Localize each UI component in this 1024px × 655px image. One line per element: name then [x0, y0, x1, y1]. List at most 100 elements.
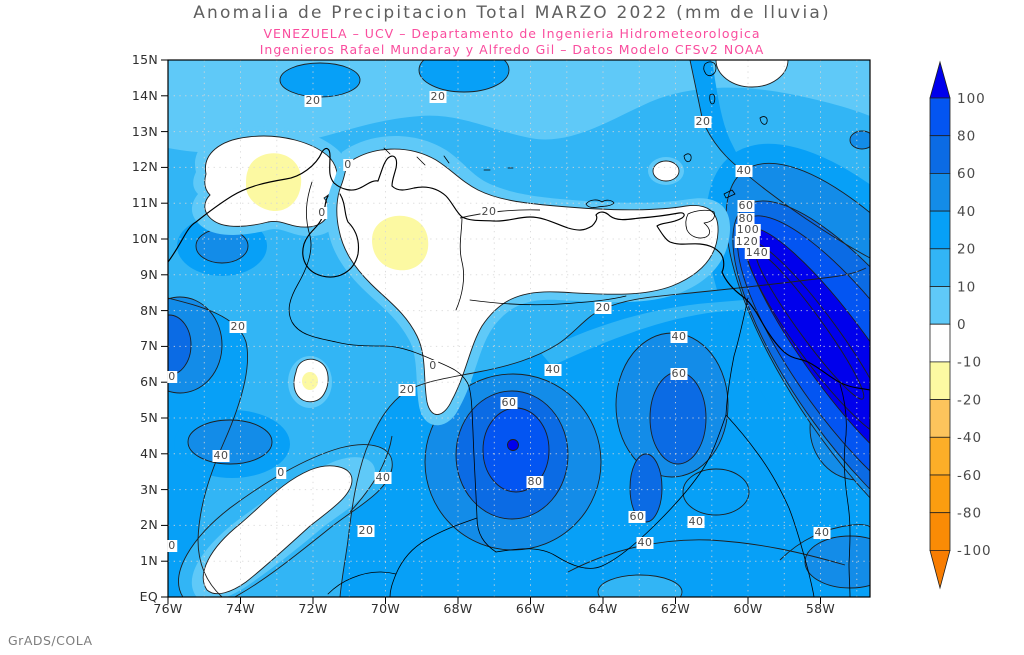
contour-label: 0: [167, 539, 177, 552]
contour-label: 40: [544, 363, 562, 376]
contour-label: 20: [229, 320, 247, 333]
island-margarita: [585, 199, 615, 208]
colorbar-segment: [929, 512, 951, 551]
lat-tick-label: 14N: [131, 87, 158, 103]
colorbar-label: -60: [957, 468, 982, 484]
colorbar-label: -10: [957, 355, 982, 371]
colorbar-segment: [929, 361, 951, 400]
island-tobago: [723, 189, 736, 199]
contour-label: 0: [428, 359, 438, 372]
lon-tick-label: 60W: [733, 601, 763, 616]
island-grenada: [683, 153, 692, 163]
contour-label: 20: [429, 90, 447, 103]
lat-tick-label: 6N: [140, 374, 158, 390]
border-colombia-venezuela: [288, 181, 497, 553]
island-barbados: [759, 116, 768, 125]
map-frame: [167, 59, 871, 598]
colorbar-label: 10: [957, 279, 976, 295]
contour-label: 0: [343, 158, 353, 171]
contour-label: 0: [167, 370, 177, 383]
contour-label: 120: [734, 235, 760, 248]
contour-label: 20: [594, 301, 612, 314]
colorbar-label: 0: [957, 317, 967, 333]
lat-tick-label: 10N: [131, 231, 158, 246]
colorbar-arrow-up: [929, 60, 951, 99]
contour-label: 40: [735, 164, 753, 177]
island-st-lucia: [709, 93, 716, 105]
island-curacao: [416, 156, 426, 166]
border-brazil-guyana: [725, 414, 815, 597]
lon-tick-label: 76W: [153, 601, 183, 616]
border-southwest: [327, 571, 397, 595]
contour-label: 60: [628, 510, 646, 523]
colorbar-segment: [929, 135, 951, 174]
contour-label: 20: [694, 115, 712, 128]
island-trinidad: [685, 209, 715, 239]
colorbar-label: -20: [957, 392, 982, 408]
contour-label: 100: [735, 223, 761, 236]
colorbar-label: 40: [957, 204, 976, 220]
contour-label: 40: [813, 526, 831, 539]
lat-tick-label: 11N: [131, 195, 158, 211]
contour-label: 60: [500, 396, 518, 409]
contour-label: 40: [374, 471, 392, 484]
colorbar-segment: [929, 399, 951, 438]
colorbar-segment: [929, 97, 951, 137]
subtitle-line1: VENEZUELA – UCV – Departamento de Ingeni…: [263, 26, 761, 41]
contour-label: 140: [744, 246, 770, 259]
colorbar-segment: [929, 436, 951, 476]
colorbar-segment: [929, 248, 951, 287]
axis-ticks: [161, 59, 821, 604]
contour-label: 0: [276, 466, 286, 479]
lon-tick-label: 70W: [370, 601, 401, 616]
colorbar-segment: [929, 210, 951, 250]
contour-label: 20: [398, 383, 416, 396]
lon-tick-label: 72W: [298, 601, 328, 616]
lat-tick-label: 1N: [140, 553, 158, 569]
contour-label: 40: [670, 330, 688, 343]
colorbar-label: -100: [957, 543, 992, 559]
colorbar-label: 60: [957, 166, 976, 182]
lat-tick-label: 9N: [140, 266, 158, 282]
border-guyana-suriname: [839, 383, 851, 597]
colorbar-label: 20: [957, 242, 976, 258]
lat-tick-label: 13N: [131, 123, 158, 139]
island-martinique: [703, 61, 717, 76]
border-venezuela-brazil: [495, 414, 727, 569]
lat-tick-label: 15N: [131, 52, 158, 67]
lon-tick-label: 62W: [660, 601, 691, 616]
lat-tick-label: 8N: [140, 302, 158, 318]
border-colombia-south: [389, 517, 478, 597]
lat-tick-label: 12N: [131, 159, 158, 175]
colorbar-segment: [929, 323, 951, 363]
interior-boundary-1: [455, 216, 464, 311]
lat-tick-label: 7N: [140, 338, 158, 354]
lon-tick-label: 64W: [588, 601, 618, 616]
lat-tick-label: 3N: [140, 481, 158, 497]
coastline: [168, 147, 870, 391]
coastlines-borders: [168, 61, 870, 597]
contour-label: 60: [737, 199, 755, 212]
colorbar-arrow-down: [929, 550, 951, 590]
contour-label: 20: [304, 94, 322, 107]
island-aruba: [383, 147, 391, 155]
graticule: [168, 60, 870, 597]
lon-tick-label: 58W: [805, 601, 836, 616]
colorbar-label: 100: [957, 91, 986, 107]
contour-label: 20: [480, 205, 498, 218]
island-bonaire: [443, 155, 450, 164]
contour-label: 0: [317, 206, 327, 219]
lon-tick-label: 68W: [443, 601, 473, 616]
colorbar-label: -80: [957, 506, 982, 522]
colorbar-segment: [929, 286, 951, 325]
contour-label: 80: [526, 475, 544, 488]
interior-boundary-2: [469, 295, 627, 306]
lon-tick-label: 74W: [225, 601, 256, 616]
lat-tick-label: EQ: [139, 589, 158, 604]
lat-tick-label: 4N: [140, 445, 158, 461]
contour-label: 60: [670, 367, 688, 380]
lat-tick-label: 5N: [140, 410, 158, 425]
border-venezuela-guyana: [725, 297, 749, 416]
lat-tick-label: 2N: [140, 517, 158, 533]
colorbar-segment: [929, 172, 951, 212]
